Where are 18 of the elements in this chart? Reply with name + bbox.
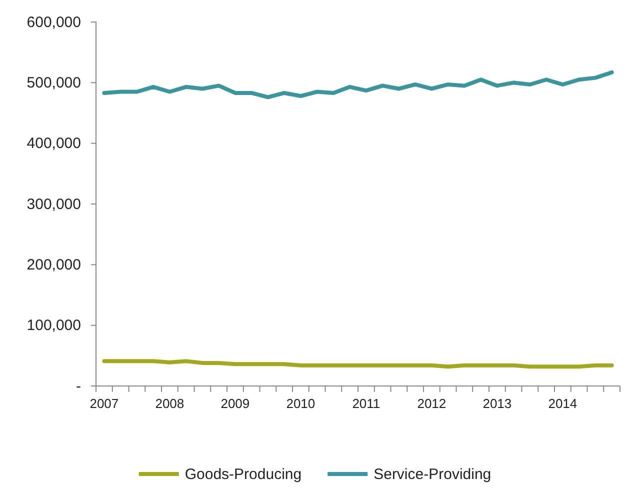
x-tick-label: 2011: [352, 396, 380, 411]
legend-label: Goods-Producing: [184, 466, 302, 483]
legend-label: Service-Providing: [374, 466, 492, 483]
y-tick-label: 400,000: [26, 135, 81, 152]
x-tick-label: 2007: [90, 396, 119, 411]
x-tick-label: 2012: [417, 396, 446, 411]
y-tick-label: 100,000: [26, 317, 81, 334]
x-tick-label: 2008: [155, 396, 184, 411]
line-series: [102, 70, 614, 100]
x-tick-label: 2010: [286, 396, 316, 411]
y-tick-label: 200,000: [26, 256, 81, 274]
y-tick-label: 300,000: [26, 196, 81, 213]
y-tick-label: 600,000: [26, 14, 81, 31]
x-tick-label: 2014: [548, 396, 578, 411]
y-tick-label: 500,000: [26, 74, 81, 92]
x-tick-label: 2013: [482, 396, 512, 411]
y-tick-label: -: [76, 378, 81, 395]
x-tick-label: 2009: [220, 396, 250, 411]
